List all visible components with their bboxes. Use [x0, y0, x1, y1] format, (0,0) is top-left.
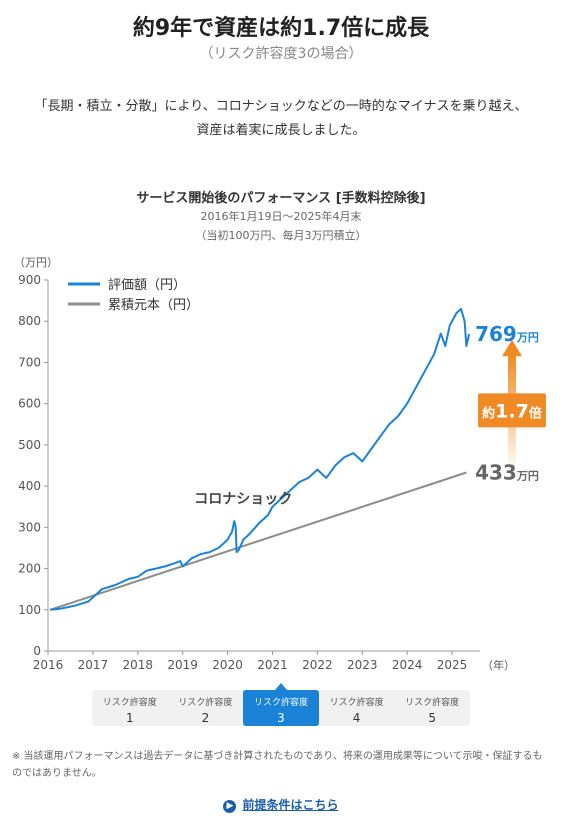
tab-number: 2: [201, 711, 210, 725]
chevron-right-icon: ▶: [223, 800, 237, 813]
x-unit-label: （年）: [482, 658, 515, 672]
tab-risk-4[interactable]: リスク許容度 4: [319, 690, 395, 726]
page-title: 約9年で資産は約1.7倍に成長: [132, 16, 430, 41]
performance-chart: 0 100 200 300 400 500 600 700 800 900 （万円） 2016 2017…: [14, 256, 546, 672]
final-value-label: 769万円: [475, 322, 539, 346]
tab-risk-2[interactable]: リスク許容度 2: [168, 690, 244, 726]
tab-label: リスク許容度: [178, 698, 233, 708]
x-tick-label: 2017: [78, 658, 109, 672]
y-tick-label: 400: [18, 479, 41, 493]
x-tick-label: 2024: [392, 658, 423, 672]
lead-line-1: 「長期・積立・分散」により、コロナショックなどの一時的なマイナスを乗り越え、: [34, 99, 528, 114]
tab-number: 5: [428, 711, 436, 725]
y-tick-label: 200: [18, 562, 41, 576]
tab-risk-1[interactable]: リスク許容度 1: [92, 690, 168, 726]
tab-label: リスク許容度: [329, 698, 384, 708]
tab-label: リスク許容度: [253, 698, 308, 708]
multiplier-label: 約1.7倍: [482, 400, 542, 422]
page-subtitle: （リスク許容度3の場合）: [199, 46, 363, 62]
y-tick-label: 300: [18, 520, 41, 534]
tab-label: リスク許容度: [405, 698, 460, 708]
annotation-covid: コロナショック: [194, 491, 292, 507]
chart-period: 2016年1月19日〜2025年4月末: [200, 210, 362, 223]
multiplier-badge: [478, 393, 546, 428]
y-tick-label: 700: [18, 355, 41, 369]
y-tick-label: 100: [18, 603, 41, 617]
lead-line-2: 資産は着実に成長しました。: [196, 123, 366, 138]
tab-number: 3: [277, 711, 285, 725]
tab-risk-3[interactable]: リスク許容度 3: [243, 683, 319, 726]
series-principal-line: [49, 471, 467, 611]
x-tick-label: 2016: [33, 658, 64, 672]
assumptions-link[interactable]: ▶ 前提条件はこちら: [0, 796, 562, 813]
x-tick-label: 2020: [212, 658, 243, 672]
tab-label: リスク許容度: [102, 698, 157, 708]
risk-tolerance-tabs: リスク許容度 1 リスク許容度 2 リスク許容度 3 リスク許容度 4 リスク許容度 5: [92, 683, 470, 726]
x-tick-label: 2025: [437, 658, 468, 672]
y-tick-label: 500: [18, 438, 41, 452]
disclaimer-note: ※ 当該運用パフォーマンスは過去データに基づき計算されたものであり、将来の運用成…: [12, 751, 543, 779]
x-tick-label: 2021: [257, 658, 288, 672]
lead-text: 「長期・積立・分散」により、コロナショックなどの一時的なマイナスを乗り越え、 資…: [0, 95, 562, 143]
y-tick-label: 900: [18, 273, 41, 287]
final-principal-label: 433万円: [475, 461, 539, 485]
y-tick-label: 600: [18, 397, 41, 411]
legend-label-value: 評価額（円）: [108, 278, 186, 293]
multiplier-arrow-head: [502, 339, 522, 357]
y-tick-label: 0: [33, 644, 41, 658]
chart-title: サービス開始後のパフォーマンス [手数料控除後]: [136, 191, 426, 206]
tab-risk-5[interactable]: リスク許容度 5: [394, 690, 470, 726]
x-tick-label: 2018: [123, 658, 154, 672]
assumptions-link-label[interactable]: 前提条件はこちら: [242, 798, 339, 812]
chart-condition: （当初100万円、毎月3万円積立）: [195, 229, 367, 242]
x-tick-label: 2022: [302, 658, 333, 672]
x-tick-label: 2019: [167, 658, 198, 672]
series-value-line: [50, 307, 471, 611]
tab-number: 1: [125, 711, 134, 725]
legend-label-principal: 累積元本（円）: [108, 298, 199, 313]
y-unit-label: （万円）: [14, 256, 58, 269]
y-tick-label: 800: [18, 314, 41, 328]
tab-number: 4: [352, 711, 361, 725]
x-tick-label: 2023: [347, 658, 378, 672]
